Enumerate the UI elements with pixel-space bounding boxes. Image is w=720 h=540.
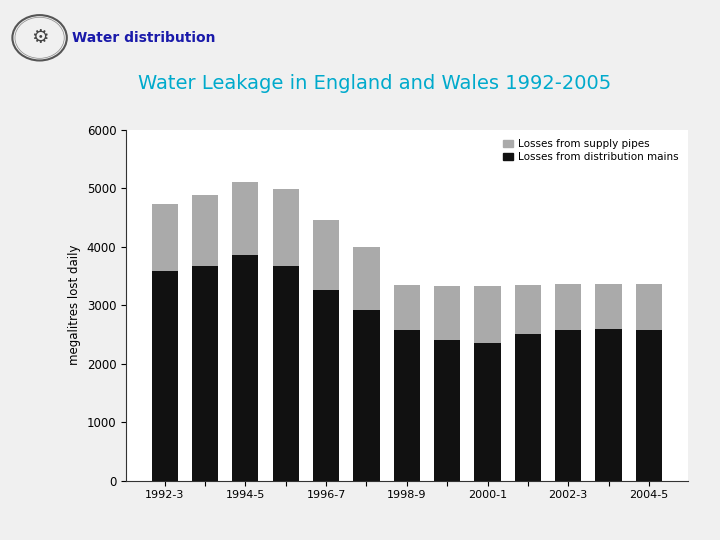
Bar bbox=[354, 310, 379, 481]
Bar bbox=[595, 284, 621, 328]
Bar bbox=[474, 343, 500, 481]
Bar bbox=[151, 204, 178, 271]
Bar bbox=[192, 194, 218, 267]
Bar bbox=[555, 284, 581, 329]
Bar bbox=[354, 247, 379, 310]
Bar bbox=[434, 340, 460, 481]
Bar bbox=[394, 285, 420, 329]
Text: ⚙: ⚙ bbox=[31, 28, 48, 48]
Bar bbox=[474, 286, 500, 343]
Bar bbox=[555, 329, 581, 481]
Y-axis label: megalitres lost daily: megalitres lost daily bbox=[68, 245, 81, 366]
Bar bbox=[233, 255, 258, 481]
Bar bbox=[273, 190, 299, 266]
Bar bbox=[273, 266, 299, 481]
Bar bbox=[636, 284, 662, 330]
Bar bbox=[233, 183, 258, 255]
Legend: Losses from supply pipes, Losses from distribution mains: Losses from supply pipes, Losses from di… bbox=[499, 135, 683, 166]
Bar bbox=[313, 220, 339, 291]
Bar bbox=[192, 267, 218, 481]
Bar bbox=[313, 291, 339, 481]
Text: Water distribution: Water distribution bbox=[72, 31, 215, 45]
Bar bbox=[636, 330, 662, 481]
Bar bbox=[515, 285, 541, 334]
Bar bbox=[595, 328, 621, 481]
Bar bbox=[515, 334, 541, 481]
Bar bbox=[434, 286, 460, 340]
Text: Water Leakage in England and Wales 1992-2005: Water Leakage in England and Wales 1992-… bbox=[138, 74, 611, 93]
Bar bbox=[151, 271, 178, 481]
Bar bbox=[394, 329, 420, 481]
